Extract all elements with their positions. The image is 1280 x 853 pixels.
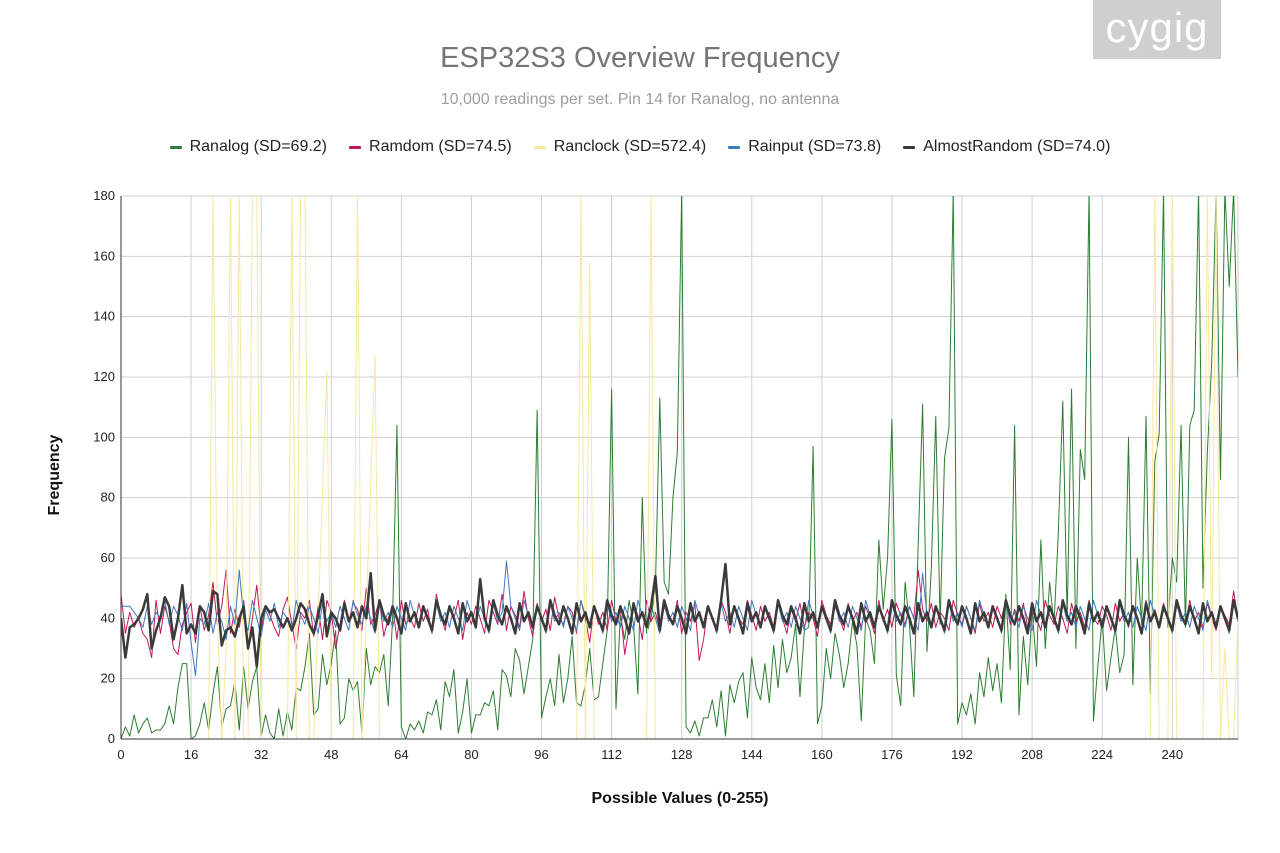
legend-swatch bbox=[349, 145, 362, 149]
x-tick-label: 80 bbox=[464, 747, 478, 762]
series-layer bbox=[121, 196, 1238, 739]
series-line-ranclock bbox=[121, 196, 1238, 739]
y-tick-label: 80 bbox=[101, 490, 115, 505]
legend-label: Ramdom (SD=74.5) bbox=[369, 138, 512, 155]
legend-item-almostrandom: AlmostRandom (SD=74.0) bbox=[903, 138, 1110, 156]
chart-title: ESP32S3 Overview Frequency bbox=[440, 42, 840, 74]
series-line-almostrandom bbox=[121, 562, 1238, 668]
x-tick-label: 112 bbox=[601, 747, 622, 762]
legend-label: AlmostRandom (SD=74.0) bbox=[923, 138, 1111, 155]
x-tick-label: 16 bbox=[184, 747, 198, 762]
x-tick-label: 192 bbox=[951, 747, 973, 762]
chart-subtitle: 10,000 readings per set. Pin 14 for Rana… bbox=[440, 91, 840, 108]
y-tick-label: 0 bbox=[108, 731, 115, 746]
legend-swatch bbox=[903, 145, 916, 149]
x-tick-label: 224 bbox=[1091, 747, 1113, 762]
legend-item-ranalog: Ranalog (SD=69.2) bbox=[169, 138, 328, 156]
legend-label: Ranalog (SD=69.2) bbox=[189, 138, 328, 155]
y-tick-label: 20 bbox=[101, 671, 115, 686]
legend-swatch bbox=[533, 145, 546, 149]
legend-label: Ranclock (SD=572.4) bbox=[553, 138, 707, 155]
x-tick-label: 176 bbox=[881, 747, 903, 762]
y-tick-label: 160 bbox=[93, 248, 115, 263]
x-tick-label: 208 bbox=[1021, 747, 1043, 762]
legend-item-rainput: Rainput (SD=73.8) bbox=[728, 138, 881, 156]
x-tick-label: 160 bbox=[811, 747, 833, 762]
legend-swatch bbox=[169, 145, 182, 149]
x-tick-label: 144 bbox=[741, 747, 763, 762]
y-tick-label: 120 bbox=[93, 369, 115, 384]
axis-layer: 0 20 40 60 80 100 120 140 160 180 0 16 32 48 64 80 96 112… bbox=[93, 188, 1238, 762]
x-tick-label: 96 bbox=[534, 747, 548, 762]
y-tick-label: 40 bbox=[101, 610, 115, 625]
x-axis-label: Possible Values (0-255) bbox=[591, 790, 769, 807]
x-tick-label: 64 bbox=[394, 747, 408, 762]
legend-item-ranclock: Ranclock (SD=572.4) bbox=[533, 138, 707, 156]
y-tick-label: 180 bbox=[93, 188, 115, 203]
watermark-logo: cygig bbox=[1093, 0, 1221, 59]
x-tick-label: 240 bbox=[1161, 747, 1183, 762]
x-tick-label: 0 bbox=[117, 747, 124, 762]
x-tick-label: 128 bbox=[671, 747, 693, 762]
legend-swatch bbox=[728, 145, 741, 149]
y-tick-label: 140 bbox=[93, 309, 115, 324]
y-axis-label: Frequency bbox=[46, 434, 63, 516]
x-tick-label: 48 bbox=[324, 747, 338, 762]
legend-item-ramdom: Ramdom (SD=74.5) bbox=[349, 138, 512, 156]
series-line-ranalog bbox=[121, 196, 1238, 739]
legend-label: Rainput (SD=73.8) bbox=[748, 138, 882, 155]
x-tick-label: 32 bbox=[254, 747, 268, 762]
y-tick-label: 100 bbox=[93, 429, 115, 444]
y-tick-label: 60 bbox=[101, 550, 115, 565]
chart-legend: Ranalog (SD=69.2) Ramdom (SD=74.5) Rancl… bbox=[0, 138, 1280, 156]
